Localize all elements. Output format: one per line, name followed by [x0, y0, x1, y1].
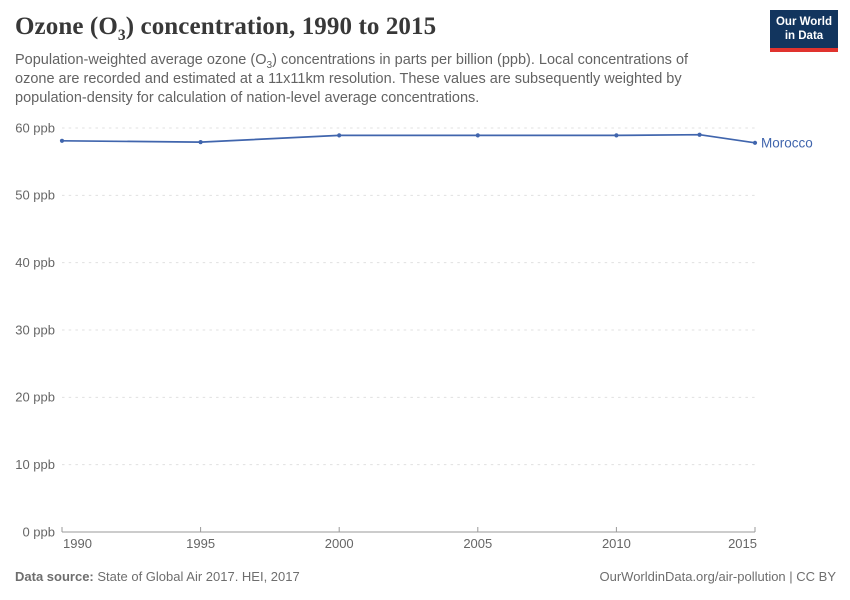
x-axis-tick-label: 2000: [325, 536, 354, 551]
x-axis-tick-label: 2005: [463, 536, 492, 551]
data-source-label: Data source:: [15, 569, 94, 584]
chart-title-text: ) concentration, 1990 to 2015: [125, 13, 437, 40]
data-source: Data source: State of Global Air 2017. H…: [15, 569, 300, 584]
series-end-label: Morocco: [761, 135, 813, 150]
y-axis-tick-label: 30 ppb: [15, 322, 55, 337]
y-axis-tick-label: 20 ppb: [15, 390, 55, 405]
y-axis-tick-label: 40 ppb: [15, 255, 55, 270]
x-axis-tick-label: 1990: [63, 536, 92, 551]
chart-title-subscript: 3: [117, 27, 126, 44]
data-point-marker: [475, 133, 480, 138]
y-axis-tick-label: 60 ppb: [15, 120, 55, 135]
data-point-marker: [697, 132, 702, 137]
data-point-marker: [337, 133, 342, 138]
data-point-marker: [752, 140, 758, 145]
data-source-text: State of Global Air 2017. HEI, 2017: [97, 569, 300, 584]
data-point-marker: [614, 133, 619, 138]
owid-logo: Our World in Data: [770, 10, 838, 52]
x-axis-tick-label: 2015: [728, 536, 757, 551]
chart-subtitle-text: ) concentrations in parts per billion (p…: [15, 52, 689, 106]
data-point-marker: [59, 138, 65, 143]
owid-logo-line2: in Data: [784, 29, 824, 42]
chart-subtitle-subscript: 3: [266, 59, 273, 71]
y-axis-tick-label: 50 ppb: [15, 188, 55, 203]
y-axis-tick-label: 0 ppb: [22, 524, 55, 539]
owid-logo-line1: Our World: [775, 16, 832, 28]
x-axis-tick-label: 1995: [186, 536, 215, 551]
line-chart: 0 ppb 10 ppb 20 ppb 30 ppb 40 ppb 50 ppb 60 pp…: [15, 120, 813, 551]
series-line: [61, 133, 756, 144]
chart-title-text: Ozone (O: [15, 13, 118, 40]
footer-url: OurWorldinData.org/air-pollution | CC BY: [599, 569, 836, 584]
chart-title: Ozone (O3) concentration, 1990 to 2015: [15, 13, 437, 44]
chart-subtitle: Population-weighted average ozone (O3) c…: [15, 51, 721, 108]
chart-subtitle-text: Population-weighted average ozone (O: [15, 52, 267, 68]
x-axis-tick-label: 2010: [602, 536, 631, 551]
y-axis-tick-label: 10 ppb: [15, 457, 55, 472]
chart-footer: Data source: State of Global Air 2017. H…: [15, 569, 836, 584]
data-point-marker: [198, 140, 203, 145]
